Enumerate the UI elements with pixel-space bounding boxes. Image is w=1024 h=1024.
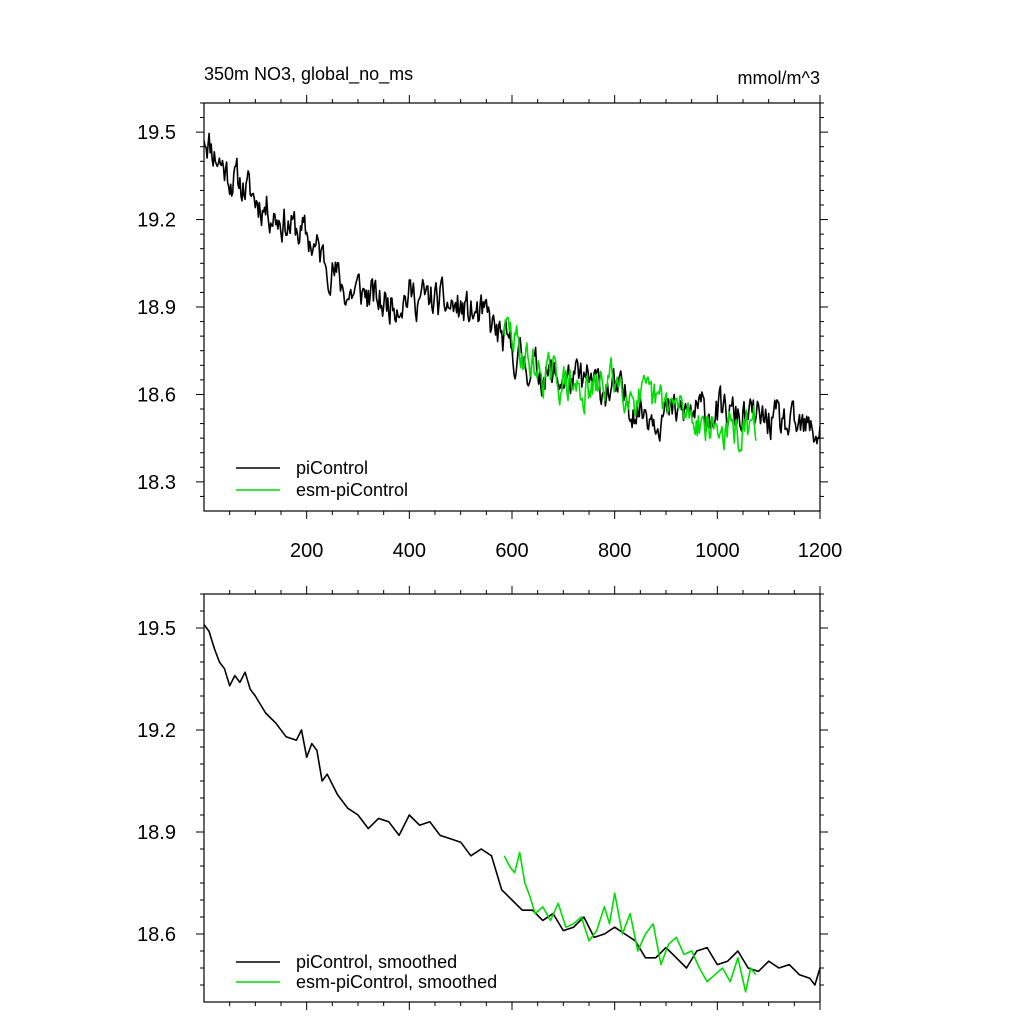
y-tick-label: 18.6 — [137, 384, 176, 406]
legend-label: esm-piControl — [296, 480, 408, 500]
x-tick-label: 1000 — [695, 540, 740, 562]
y-tick-label: 19.5 — [137, 122, 176, 144]
legend-label: piControl, smoothed — [296, 952, 457, 972]
series-line-picontrol-smoothed — [204, 624, 820, 986]
y-tick-label: 18.3 — [137, 472, 176, 494]
x-tick-label: 200 — [290, 540, 323, 562]
x-tick-label: 400 — [393, 540, 426, 562]
y-tick-label: 18.9 — [137, 297, 176, 319]
plot-frame — [203, 593, 821, 1003]
y-tick-label: 19.5 — [137, 618, 176, 640]
x-tick-label: 1200 — [798, 540, 843, 562]
panel-top-title: 350m NO3, global_no_ms — [204, 64, 413, 85]
panel-top-units: mmol/m^3 — [738, 68, 820, 88]
panel-top: 350m NO3, global_no_ms mmol/m^3 200 400 60… — [137, 64, 842, 562]
series-line-esm-picontrol-smoothed — [503, 851, 757, 993]
x-tick-label: 800 — [598, 540, 631, 562]
series-line-esm-picontrol — [503, 316, 757, 453]
y-tick-label: 18.9 — [137, 822, 176, 844]
x-tick-label: 600 — [495, 540, 528, 562]
legend-label: esm-piControl, smoothed — [296, 972, 497, 992]
y-tick-label: 19.2 — [137, 210, 176, 232]
panel-bottom: 18.6 18.9 19.2 19.5 piControl, smoothedesm-p… — [137, 586, 828, 1010]
y-tick-label: 18.6 — [137, 924, 176, 946]
legend-label: piControl — [296, 458, 368, 478]
plot-frame — [203, 102, 821, 512]
series-line-picontrol — [204, 132, 820, 445]
y-tick-label: 19.2 — [137, 720, 176, 742]
